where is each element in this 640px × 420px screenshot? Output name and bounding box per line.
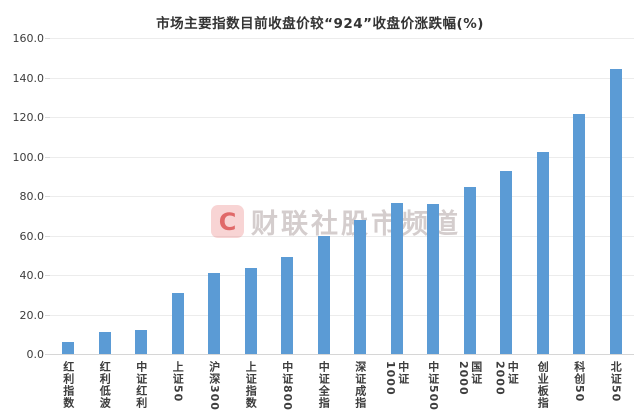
bar-slot <box>379 39 416 354</box>
y-tickmark <box>45 314 50 316</box>
bar-国证2000 <box>463 186 476 354</box>
gridline <box>50 235 634 237</box>
x-tick-label: 红利低波 <box>98 361 112 409</box>
y-tick-label: 120.0 <box>12 111 45 124</box>
y-tick-label: 40.0 <box>19 269 45 282</box>
y-tick-label: 140.0 <box>12 71 45 85</box>
x-tick-label: 红利指数 <box>61 361 75 409</box>
bar-slot <box>525 39 562 354</box>
x-tick-label: 中证2000 <box>493 361 520 396</box>
x-label-slot: 科创50 <box>561 361 598 419</box>
bar-slot <box>160 39 197 354</box>
x-label-slot: 中证全指 <box>306 361 343 419</box>
y-tick-label: 80.0 <box>19 190 45 203</box>
bar-中证800 <box>281 256 294 354</box>
gridline <box>50 117 634 118</box>
bar-slot <box>196 39 233 354</box>
x-axis-labels: 红利指数 红利低波 中证红利 上证50 沪深300 上证指数 中证800 中证全指 深证成指 中证… <box>50 361 634 419</box>
x-label-slot: 红利指数 <box>50 361 87 419</box>
x-label-slot: 中证2000 <box>488 361 525 419</box>
x-label-slot: 中证500 <box>415 361 452 419</box>
bar-上证50 <box>171 292 184 354</box>
y-tickmark <box>45 235 50 237</box>
bar-slot <box>598 39 635 354</box>
x-label-slot: 中证800 <box>269 361 306 419</box>
x-label-slot: 创业板指 <box>525 361 562 419</box>
bar-科创50 <box>573 113 586 354</box>
bar-slot <box>269 39 306 354</box>
bar-slot <box>50 39 87 354</box>
y-tickmark <box>45 156 50 158</box>
x-label-slot: 国证2000 <box>452 361 489 419</box>
bar-上证指数 <box>244 268 257 354</box>
x-tick-label: 上证指数 <box>244 361 258 409</box>
bar-红利低波 <box>98 332 111 354</box>
y-tick-label: 100.0 <box>12 150 45 164</box>
bar-slot <box>342 39 379 354</box>
x-label-slot: 上证50 <box>160 361 197 419</box>
gridline <box>50 156 634 158</box>
bar-中证全指 <box>317 235 330 354</box>
x-tick-label: 沪深300 <box>207 361 221 411</box>
x-tick-label: 国证2000 <box>456 361 483 396</box>
gridline <box>50 314 634 316</box>
y-tick-label: 20.0 <box>19 308 45 322</box>
gridline <box>50 77 634 79</box>
bar-slot <box>87 39 124 354</box>
y-tick-label: 0.0 <box>26 348 45 361</box>
x-tick-label: 中证全指 <box>317 361 331 409</box>
chart-title: 市场主要指数目前收盘价较“924”收盘价涨跌幅(%) <box>156 16 484 32</box>
x-tick-label: 创业板指 <box>536 361 550 409</box>
y-tickmark <box>45 275 50 276</box>
bar-slot <box>452 39 489 354</box>
bar-slot <box>123 39 160 354</box>
bar-slot <box>306 39 343 354</box>
x-tick-label: 中证500 <box>426 361 440 411</box>
y-tick-label: 60.0 <box>19 229 45 243</box>
bar-slot <box>488 39 525 354</box>
x-tick-label: 科创50 <box>572 361 586 403</box>
y-tickmark <box>45 354 50 355</box>
bar-中证红利 <box>135 330 148 354</box>
bar-slot <box>415 39 452 354</box>
y-tickmark <box>45 38 50 39</box>
x-tick-label: 中证红利 <box>134 361 148 409</box>
bar-中证1000 <box>390 203 403 354</box>
x-label-slot: 红利低波 <box>87 361 124 419</box>
x-label-slot: 沪深300 <box>196 361 233 419</box>
x-label-slot: 深证成指 <box>342 361 379 419</box>
y-tick-label: 160.0 <box>12 32 45 45</box>
bar-中证500 <box>427 204 440 354</box>
x-tick-label: 深证成指 <box>353 361 367 409</box>
bars-row <box>50 39 634 354</box>
x-label-slot: 中证红利 <box>123 361 160 419</box>
plot-area: C 财联社股市频道 <box>45 38 634 355</box>
x-tick-label: 中证1000 <box>383 361 410 396</box>
x-tick-label: 中证800 <box>280 361 294 411</box>
bar-slot <box>233 39 270 354</box>
y-tickmark <box>45 77 50 79</box>
bar-北证50 <box>609 68 622 354</box>
y-tickmark <box>45 196 50 197</box>
y-tickmark <box>45 117 50 118</box>
bar-中证2000 <box>500 170 513 354</box>
x-label-slot: 中证1000 <box>379 361 416 419</box>
gridline <box>50 196 634 197</box>
bar-创业板指 <box>536 152 549 354</box>
gridline <box>50 275 634 276</box>
x-label-slot: 上证指数 <box>233 361 270 419</box>
x-tick-label: 上证50 <box>171 361 185 403</box>
gridline <box>50 38 634 39</box>
bar-红利指数 <box>62 342 75 354</box>
x-tick-label: 北证50 <box>609 361 623 403</box>
x-label-slot: 北证50 <box>598 361 635 419</box>
bar-深证成指 <box>354 220 367 354</box>
bar-slot <box>561 39 598 354</box>
bar-沪深300 <box>208 273 221 354</box>
